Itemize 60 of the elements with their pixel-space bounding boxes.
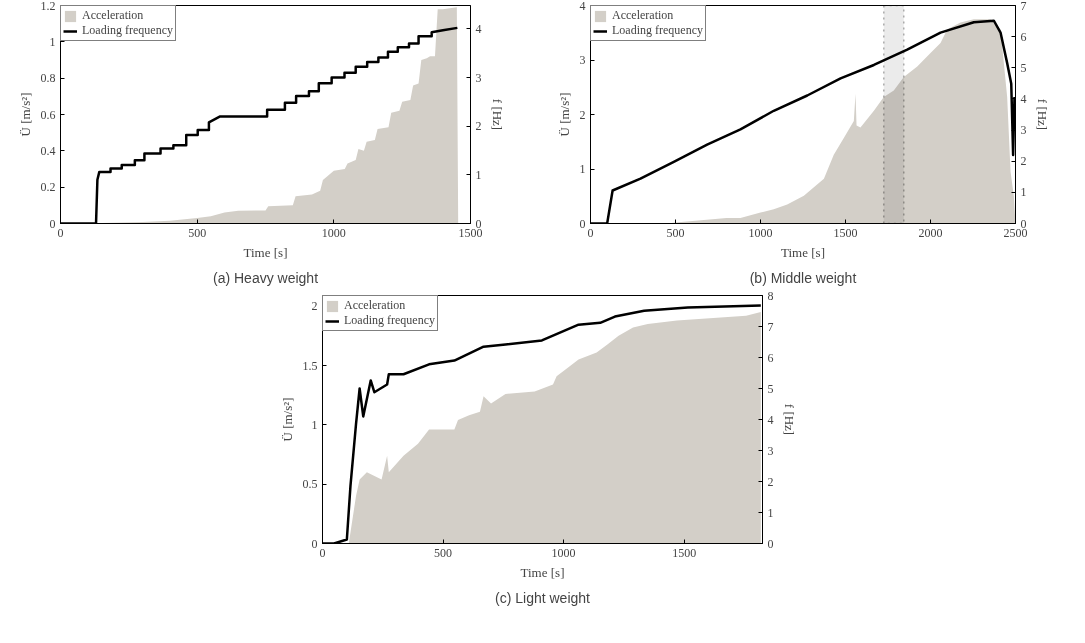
y-tick-label: 0.4 [40, 143, 56, 158]
y-axis-title: Ü [m/s²] [556, 92, 572, 137]
text: (b) Middle weight [749, 269, 857, 286]
y-axis-title: Ü [m/s²] [279, 397, 295, 442]
y-tick-label: 2 [311, 299, 318, 314]
y2-tick-label: 6 [767, 350, 774, 365]
x-axis-title: Time [s] [520, 564, 565, 580]
y2-tick-label: 7 [767, 319, 774, 334]
y-tick-label: 2 [579, 107, 586, 122]
y2-tick-label: 6 [1020, 29, 1027, 44]
y-tick-label: 3 [579, 53, 586, 67]
y2-tick-label: 5 [767, 381, 774, 396]
y2-tick-label: 1 [767, 505, 774, 520]
y-tick-label: 0.6 [40, 107, 56, 122]
legend-label: Loading frequency [344, 313, 435, 328]
y2-tick-label: 3 [475, 70, 482, 85]
y2-tick-label: 3 [1020, 123, 1027, 138]
y2-axis-title: f [Hz] [781, 403, 797, 436]
legend-label: Acceleration [82, 8, 144, 23]
y-tick-label: 0.2 [40, 180, 56, 195]
legend-label: Acceleration [344, 298, 406, 313]
legend-label: Loading frequency [612, 23, 703, 38]
y2-tick-label: 8 [767, 288, 774, 303]
x-tick-label: 500 [434, 545, 453, 560]
x-tick-label: 1500 [833, 225, 858, 240]
x-tick-label: 1500 [672, 545, 697, 560]
y-axis-title: Ü [m/s²] [17, 92, 33, 137]
y-tick-label: 1 [579, 162, 586, 176]
y2-tick-label: 4 [475, 21, 482, 36]
y-tick-label: 1.5 [302, 358, 318, 373]
y2-tick-label: 2 [1020, 154, 1027, 169]
x-tick-label: 1000 [321, 225, 346, 240]
y2-tick-label: 2 [767, 474, 774, 489]
y2-tick-label: 3 [767, 443, 774, 458]
x-axis-title: Time [s] [243, 244, 288, 260]
y2-tick-label: 4 [1020, 91, 1027, 106]
x-tick-label: 1000 [748, 225, 773, 240]
y-tick-label: 0.5 [302, 477, 318, 492]
legend-label: Loading frequency [82, 23, 173, 38]
y-tick-label: 4 [579, 0, 586, 13]
x-tick-label: 2000 [918, 225, 943, 240]
y-tick-label: 1 [311, 417, 318, 432]
y2-tick-label: 5 [1020, 60, 1027, 75]
x-axis-title: Time [s] [781, 244, 825, 260]
x-tick-label: 500 [666, 225, 685, 240]
y-tick-label: 1 [49, 34, 56, 49]
y2-tick-label: 1 [475, 167, 482, 182]
y2-tick-label: 1 [1020, 185, 1027, 200]
legend-label: Acceleration [612, 8, 674, 23]
y2-tick-label: 2 [475, 119, 482, 134]
y2-axis-title: f [Hz] [1034, 98, 1050, 131]
y2-tick-label: 7 [1020, 0, 1027, 13]
y-tick-label: 0.8 [40, 71, 56, 86]
y2-tick-label: 4 [767, 412, 774, 427]
x-tick-label: 1000 [551, 545, 576, 560]
text: (a) Heavy weight [212, 269, 319, 286]
text: (c) Light weight [495, 589, 591, 606]
x-tick-label: 500 [188, 225, 207, 240]
y-tick-label: 1.2 [40, 0, 56, 13]
y2-axis-title: f [Hz] [489, 98, 505, 131]
